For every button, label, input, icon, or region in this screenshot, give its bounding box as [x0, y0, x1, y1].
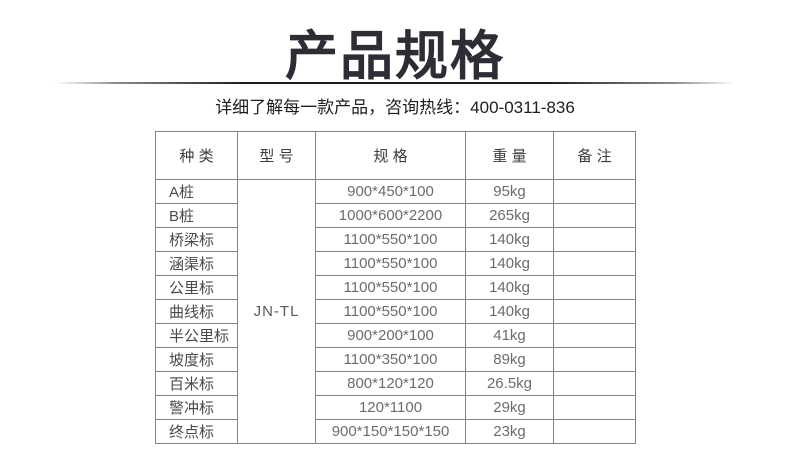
weight-cell: 26.5kg	[465, 371, 554, 396]
category-cell: A桩	[155, 179, 238, 204]
spec-cell: 1000*600*2200	[315, 203, 466, 228]
table-row: 桥梁标 1100*550*100 140kg	[155, 227, 636, 252]
category-cell: B桩	[155, 203, 238, 228]
title-divider-line	[55, 82, 735, 84]
header-note: 备 注	[553, 131, 636, 180]
spec-cell: 900*200*100	[315, 323, 466, 348]
weight-cell: 140kg	[465, 251, 554, 276]
category-cell: 坡度标	[155, 347, 238, 372]
note-cell	[553, 371, 636, 396]
category-cell: 警冲标	[155, 395, 238, 420]
header-model: 型 号	[237, 131, 316, 180]
table-header-row: 种 类 型 号 规 格 重 量 备 注	[155, 131, 636, 180]
note-cell	[553, 251, 636, 276]
spec-cell: 900*450*100	[315, 179, 466, 204]
note-cell	[553, 299, 636, 324]
note-cell	[553, 347, 636, 372]
spec-cell: 1100*350*100	[315, 347, 466, 372]
spec-cell: 1100*550*100	[315, 275, 466, 300]
note-cell	[553, 179, 636, 204]
category-cell: 桥梁标	[155, 227, 238, 252]
table-row: 曲线标 1100*550*100 140kg	[155, 299, 636, 324]
weight-cell: 23kg	[465, 419, 554, 444]
note-cell	[553, 275, 636, 300]
page-title: 产品规格	[285, 27, 505, 86]
weight-cell: 41kg	[465, 323, 554, 348]
table-row: A桩 JN-TL 900*450*100 95kg	[155, 179, 636, 444]
category-cell: 曲线标	[155, 299, 238, 324]
table-row: 终点标 900*150*150*150 23kg	[155, 419, 636, 444]
category-cell: 涵渠标	[155, 251, 238, 276]
note-cell	[553, 203, 636, 228]
table-row: 坡度标 1100*350*100 89kg	[155, 347, 636, 372]
category-cell: 百米标	[155, 371, 238, 396]
table-row: 警冲标 120*1100 29kg	[155, 395, 636, 420]
note-cell	[553, 323, 636, 348]
header-spec: 规 格	[315, 131, 466, 180]
header-weight: 重 量	[465, 131, 554, 180]
weight-cell: 140kg	[465, 275, 554, 300]
table-row: 公里标 1100*550*100 140kg	[155, 275, 636, 300]
spec-cell: 1100*550*100	[315, 251, 466, 276]
spec-cell: 120*1100	[315, 395, 466, 420]
hotline-subtitle: 详细了解每一款产品，咨询热线：400-0311-836	[215, 98, 575, 117]
table-row: B桩 1000*600*2200 265kg	[155, 203, 636, 228]
header-category: 种 类	[155, 131, 238, 180]
spec-cell: 900*150*150*150	[315, 419, 466, 444]
weight-cell: 265kg	[465, 203, 554, 228]
weight-cell: 140kg	[465, 227, 554, 252]
category-cell: 终点标	[155, 419, 238, 444]
table-row: 百米标 800*120*120 26.5kg	[155, 371, 636, 396]
category-cell: 半公里标	[155, 323, 238, 348]
table-row: 涵渠标 1100*550*100 140kg	[155, 251, 636, 276]
spec-cell: 800*120*120	[315, 371, 466, 396]
spec-cell: 1100*550*100	[315, 299, 466, 324]
weight-cell: 89kg	[465, 347, 554, 372]
model-cell: JN-TL	[237, 179, 316, 444]
weight-cell: 95kg	[465, 179, 554, 204]
note-cell	[553, 395, 636, 420]
weight-cell: 140kg	[465, 299, 554, 324]
spec-table: 种 类 型 号 规 格 重 量 备 注 A桩 JN-TL 900*450*100…	[155, 131, 636, 444]
table-row: 半公里标 900*200*100 41kg	[155, 323, 636, 348]
weight-cell: 29kg	[465, 395, 554, 420]
note-cell	[553, 227, 636, 252]
category-cell: 公里标	[155, 275, 238, 300]
spec-cell: 1100*550*100	[315, 227, 466, 252]
note-cell	[553, 419, 636, 444]
